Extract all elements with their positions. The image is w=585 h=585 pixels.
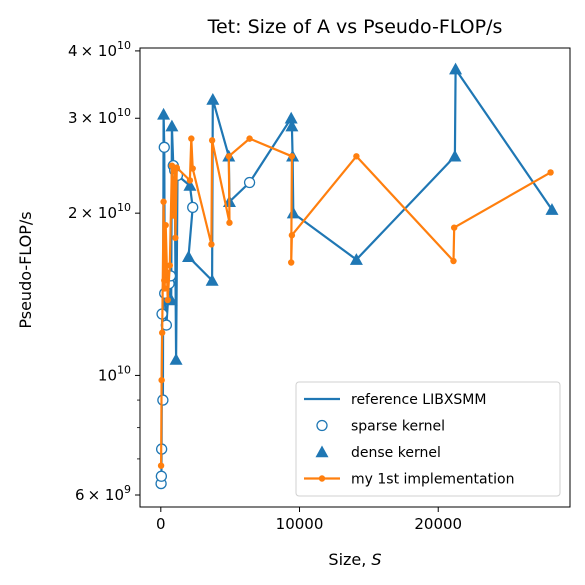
legend-label: dense kernel <box>351 445 441 461</box>
x-axis-label-variable: S <box>371 550 381 569</box>
dense-kernel-point <box>169 353 183 365</box>
y-tick-label: 2 × 1010 <box>68 201 131 222</box>
dense-kernel-point <box>183 179 197 191</box>
dense-kernel-point <box>205 274 219 286</box>
y-tick-label: 6 × 109 <box>75 483 131 504</box>
y-tick-label: 3 × 1010 <box>68 106 131 127</box>
legend-label: reference LIBXSMM <box>351 392 486 408</box>
plot-area <box>155 62 559 490</box>
my-impl-point <box>170 212 177 219</box>
x-axis-label-text: Size, <box>328 550 371 569</box>
dense-kernel-point <box>182 250 196 262</box>
y-axis-label: Pseudo-FLOP/s <box>16 211 35 328</box>
my-impl-point <box>166 262 174 269</box>
my-impl-point <box>172 234 179 242</box>
my-impl-point <box>208 241 215 248</box>
dense-kernel-point <box>449 62 463 75</box>
dense-kernel-point <box>349 253 363 265</box>
plot-series-group <box>155 62 559 490</box>
legend-label: sparse kernel <box>351 419 445 435</box>
my-impl-point <box>186 177 194 184</box>
legend-triangle <box>315 445 329 458</box>
y-axis: 6 × 109 1010 2 × 1010 3 × 1010 4 × 1010 <box>68 39 140 504</box>
dense-kernel-point <box>157 107 171 120</box>
x-axis-label: Size, S <box>328 550 381 569</box>
my-impl-point <box>160 198 167 205</box>
legend: reference LIBXSMM sparse kernel dense kern… <box>295 381 561 497</box>
sparse-kernel-point <box>243 176 256 189</box>
my-impl-point <box>188 135 195 142</box>
my-impl-point <box>189 165 196 172</box>
my-impl-point <box>208 137 216 144</box>
my-impl-point <box>173 164 180 171</box>
my-impl-point <box>547 169 554 176</box>
y-tick-label: 1010 <box>98 363 131 384</box>
dense-kernel-point <box>545 203 559 215</box>
dense-kernel-point <box>284 111 298 124</box>
sparse-kernel-point <box>187 201 199 214</box>
dense-kernel-point <box>206 93 220 105</box>
my-impl-point <box>162 221 169 229</box>
dense-kernel-point <box>285 119 299 132</box>
legend-box <box>295 381 561 497</box>
my-impl-point <box>450 224 458 231</box>
legend-label: my 1st implementation <box>351 472 514 488</box>
x-axis: 0 10000 20000 <box>156 507 462 533</box>
x-tick-label: 0 <box>156 515 166 533</box>
legend-dot <box>318 475 326 482</box>
my-impl-point <box>161 277 168 284</box>
my-impl-point <box>353 153 360 160</box>
my-impl-point <box>226 219 233 226</box>
x-tick-label: 10000 <box>276 515 324 533</box>
my-impl-point <box>158 329 166 336</box>
sparse-kernel-point <box>158 141 170 153</box>
my-impl-point <box>157 462 165 469</box>
my-impl-point <box>161 285 168 292</box>
my-impl-point <box>287 259 295 266</box>
my-impl-point <box>288 153 296 160</box>
my-impl-point <box>450 257 457 265</box>
sparse-kernel-point <box>155 470 168 482</box>
sparse-kernel-point <box>157 394 169 406</box>
my-impl-point <box>246 135 253 142</box>
my-impl-point <box>225 153 232 160</box>
dense-kernel-point <box>448 149 462 162</box>
legend-open-circle <box>316 419 328 432</box>
dense-kernel-point <box>165 119 179 132</box>
x-tick-label: 20000 <box>414 515 462 533</box>
my-impl-point <box>163 269 171 277</box>
plot-frame <box>139 47 571 508</box>
my-impl-point <box>168 162 176 169</box>
my-impl-point <box>164 296 171 304</box>
my-impl-point <box>158 376 165 384</box>
chart-title: Tet: Size of A vs Pseudo-FLOP/s <box>207 16 503 38</box>
my-impl-point <box>288 232 296 239</box>
y-tick-label: 4 × 1010 <box>68 39 131 60</box>
dense-kernel-point <box>286 206 300 219</box>
